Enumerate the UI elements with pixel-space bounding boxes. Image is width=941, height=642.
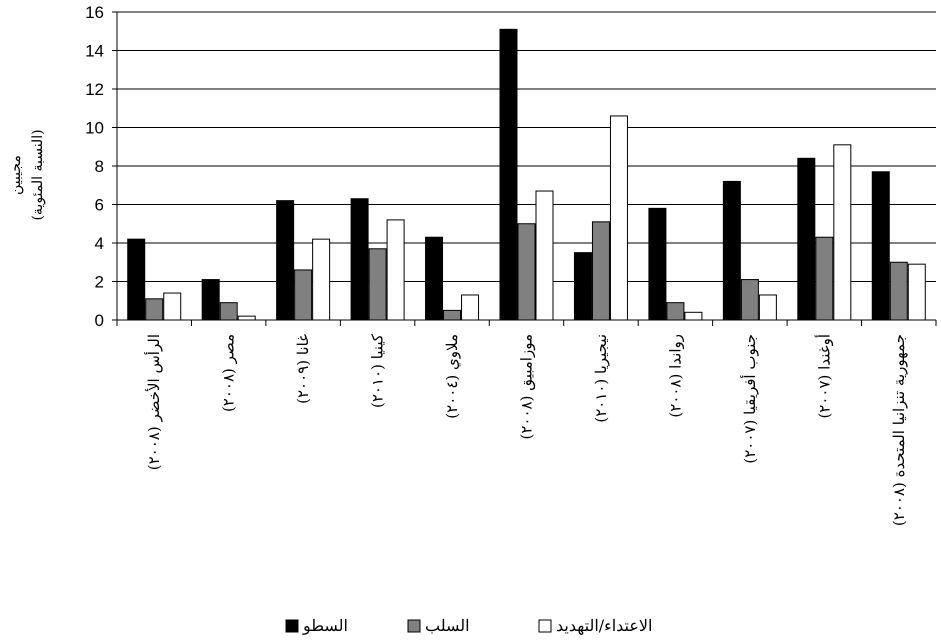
legend-swatch xyxy=(407,619,421,633)
y-tick-label: 6 xyxy=(95,196,104,215)
x-axis-category-label: جنوب أفريقيا (٢٠٠٧) xyxy=(740,334,759,464)
legend: السطو السلب الاعتداء/التهديد xyxy=(285,616,652,635)
bar xyxy=(294,269,313,321)
legend-label: السطو xyxy=(302,616,348,635)
y-tick-label: 0 xyxy=(95,311,104,330)
legend-label: السلب xyxy=(425,616,470,635)
y-tick-label: 4 xyxy=(95,234,104,253)
bar xyxy=(591,221,610,321)
bar xyxy=(461,294,480,321)
bar xyxy=(535,190,554,321)
legend-item: السطو xyxy=(285,616,348,635)
x-axis-category-label: غانا (٢٠٠٩) xyxy=(294,334,312,404)
bar xyxy=(201,279,220,321)
bar xyxy=(609,115,628,321)
bar xyxy=(127,238,146,321)
y-tick-label: 2 xyxy=(95,273,104,292)
bar xyxy=(740,279,759,321)
y-axis-label-line1: مجيبين xyxy=(8,155,24,195)
y-axis-label-line2: (النسبة المئوية) xyxy=(30,129,46,220)
bar xyxy=(758,294,777,321)
y-tick-label: 16 xyxy=(85,3,104,22)
y-tick-label: 12 xyxy=(85,80,104,99)
bar xyxy=(648,207,667,321)
bar xyxy=(871,171,890,321)
legend-item: السلب xyxy=(407,616,470,635)
gridlines xyxy=(117,11,936,282)
bar xyxy=(145,298,164,321)
legend-label: الاعتداء/التهديد xyxy=(556,616,652,635)
bar xyxy=(907,263,926,321)
bar xyxy=(312,238,331,321)
bar xyxy=(425,236,444,321)
x-axis-category-label: جمهورية تنزانيا المتحدة (٢٠٠٨) xyxy=(890,334,908,526)
x-axis-category-label: موزامبيق (٢٠٠٨) xyxy=(518,334,536,440)
legend-swatch xyxy=(285,619,299,633)
bar xyxy=(237,315,256,321)
bar xyxy=(666,302,685,321)
x-axis-category-label: نيجيريا (٢٠١٠) xyxy=(592,334,610,423)
bar xyxy=(797,157,816,321)
x-axis-category-label: ملاوي (٢٠٠٤) xyxy=(443,334,461,419)
bar xyxy=(386,219,405,321)
bar xyxy=(815,236,834,321)
y-tick-label: 14 xyxy=(85,42,104,61)
x-axis-category-label: رواندا (٢٠٠٨) xyxy=(666,334,684,418)
bar xyxy=(517,223,536,321)
bar xyxy=(722,180,741,321)
bar xyxy=(684,311,703,321)
x-axis-category-label: مصر (٢٠٠٨) xyxy=(220,334,238,412)
bar xyxy=(368,248,387,321)
bars xyxy=(127,28,926,321)
bar xyxy=(573,252,592,321)
y-axis-ticks: 0 2 4 6 8 10 12 14 16 xyxy=(85,3,117,330)
bar xyxy=(499,28,518,321)
x-axis-labels: الرأس الأخضر (٢٠٠٨) مصر (٢٠٠٨) غانا (٢٠٠٩)… xyxy=(144,333,908,526)
bar xyxy=(443,309,462,321)
bar xyxy=(350,198,369,321)
x-axis-category-label: الرأس الأخضر (٢٠٠٨) xyxy=(144,334,163,470)
bar xyxy=(276,200,295,321)
x-axis-category-label: كينيا (٢٠١٠) xyxy=(369,333,387,408)
bar xyxy=(889,261,908,321)
bar xyxy=(219,302,238,321)
legend-item: الاعتداء/التهديد xyxy=(538,616,652,635)
bar xyxy=(163,292,182,321)
y-tick-label: 10 xyxy=(85,119,104,138)
bar xyxy=(833,144,852,321)
axes xyxy=(116,12,937,326)
y-tick-label: 8 xyxy=(95,157,104,176)
legend-swatch xyxy=(538,619,552,633)
x-axis-category-label: أوغندا (٢٠٠٧) xyxy=(814,334,833,419)
